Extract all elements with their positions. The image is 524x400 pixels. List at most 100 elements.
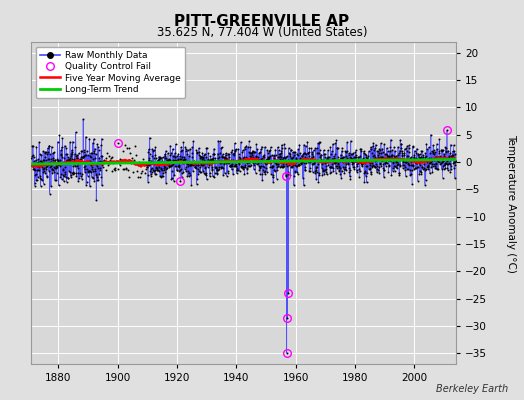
- Point: [340, 166, 348, 172]
- Point: [301, 154, 309, 160]
- Point: [102, 167, 110, 173]
- Point: [376, 160, 384, 166]
- Point: [254, 154, 262, 160]
- Point: [280, 141, 289, 148]
- Point: [38, 162, 46, 168]
- Point: [426, 158, 434, 164]
- Point: [261, 168, 269, 174]
- Point: [152, 165, 160, 171]
- Point: [233, 167, 242, 174]
- Point: [376, 147, 385, 153]
- Point: [32, 160, 41, 166]
- Point: [223, 157, 232, 163]
- Point: [318, 159, 326, 165]
- Point: [319, 167, 328, 174]
- Point: [404, 161, 412, 167]
- Point: [439, 147, 447, 153]
- Point: [310, 147, 318, 154]
- Point: [55, 132, 63, 138]
- Point: [186, 161, 194, 168]
- Point: [99, 158, 107, 164]
- Point: [444, 161, 453, 168]
- Point: [435, 148, 443, 154]
- Point: [361, 168, 369, 174]
- Point: [167, 176, 176, 182]
- Point: [331, 159, 339, 166]
- Point: [411, 158, 419, 165]
- Point: [90, 136, 98, 142]
- Point: [64, 156, 73, 162]
- Point: [416, 151, 424, 158]
- Point: [29, 152, 37, 158]
- Point: [387, 152, 396, 158]
- Point: [52, 163, 60, 169]
- Point: [356, 148, 365, 154]
- Point: [69, 169, 78, 175]
- Point: [91, 155, 100, 161]
- Point: [81, 163, 89, 169]
- Point: [50, 168, 58, 175]
- Point: [226, 162, 235, 169]
- Point: [397, 141, 406, 148]
- Point: [290, 182, 298, 188]
- Point: [202, 176, 211, 182]
- Point: [449, 159, 457, 166]
- Point: [99, 164, 107, 170]
- Point: [254, 156, 262, 163]
- Point: [449, 148, 457, 155]
- Point: [107, 155, 115, 161]
- Point: [245, 138, 253, 144]
- Point: [390, 168, 399, 174]
- Point: [155, 168, 163, 174]
- Point: [35, 160, 43, 167]
- Point: [365, 158, 374, 164]
- Point: [389, 160, 397, 166]
- Point: [326, 164, 334, 170]
- Point: [379, 161, 387, 167]
- Point: [409, 162, 418, 169]
- Point: [98, 153, 106, 160]
- Point: [310, 160, 319, 166]
- Point: [442, 160, 450, 166]
- Point: [393, 165, 401, 172]
- Point: [287, 164, 296, 170]
- Point: [200, 161, 209, 167]
- Point: [315, 172, 323, 178]
- Point: [326, 144, 335, 150]
- Point: [157, 174, 166, 181]
- Point: [72, 153, 80, 159]
- Point: [274, 153, 282, 160]
- Point: [65, 158, 73, 164]
- Point: [257, 156, 265, 162]
- Point: [43, 151, 51, 157]
- Point: [307, 155, 315, 161]
- Point: [198, 150, 206, 156]
- Point: [267, 159, 275, 165]
- Point: [130, 159, 139, 165]
- Point: [50, 165, 59, 171]
- Point: [408, 167, 416, 174]
- Point: [255, 150, 263, 156]
- Point: [226, 163, 234, 169]
- Point: [250, 156, 258, 162]
- Point: [104, 153, 113, 160]
- Point: [180, 158, 189, 164]
- Point: [147, 166, 155, 172]
- Point: [341, 164, 350, 170]
- Point: [40, 157, 48, 163]
- Point: [132, 152, 140, 158]
- Point: [405, 142, 413, 149]
- Point: [56, 161, 64, 167]
- Point: [251, 157, 259, 164]
- Point: [346, 155, 355, 161]
- Point: [93, 174, 101, 181]
- Point: [325, 154, 333, 160]
- Point: [232, 163, 240, 170]
- Point: [309, 154, 317, 160]
- Point: [360, 179, 368, 185]
- Point: [87, 154, 95, 161]
- Point: [300, 160, 309, 166]
- Point: [61, 169, 69, 176]
- Point: [425, 170, 434, 177]
- Point: [318, 160, 326, 167]
